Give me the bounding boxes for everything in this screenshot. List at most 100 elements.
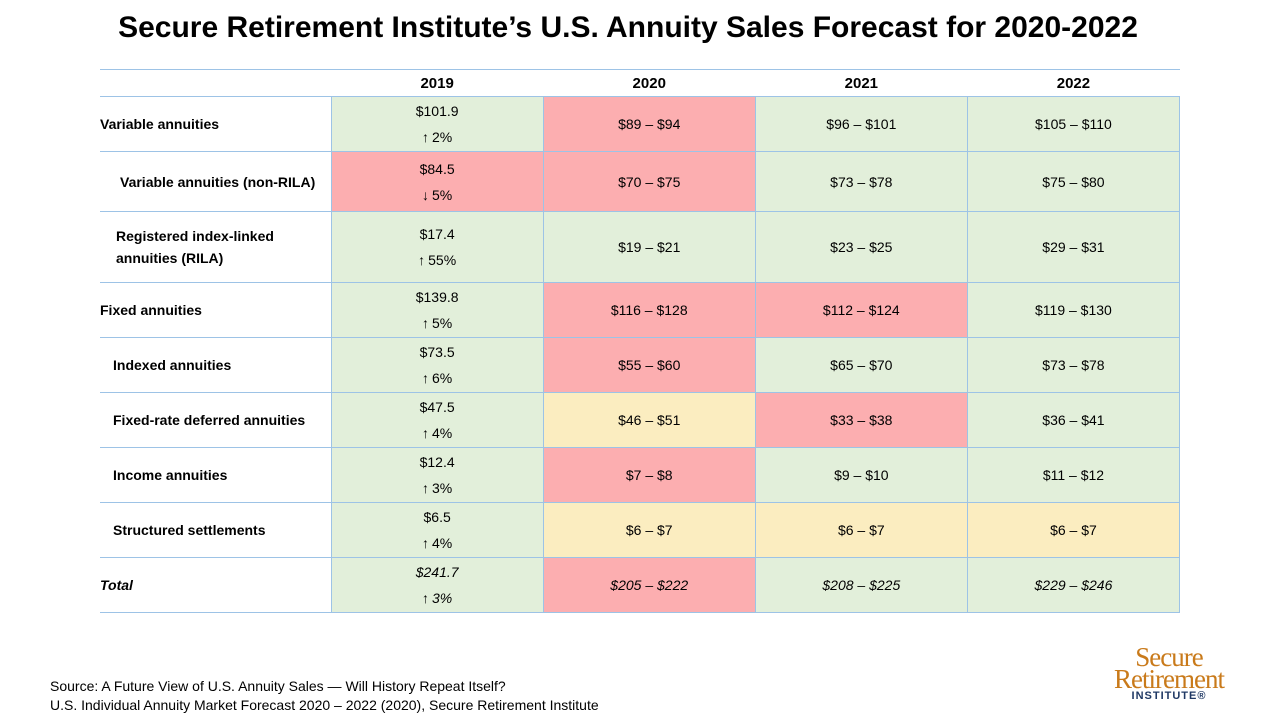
row-label: Total	[100, 557, 332, 613]
cell-2020: $205 – $222	[542, 557, 756, 613]
cell-2022: $229 – $246	[966, 557, 1181, 613]
cell-2021: $23 – $25	[754, 211, 968, 283]
arrow-up-icon: ↑	[422, 590, 430, 606]
table-row: Variable annuities $101.9 ↑ 2% $89 – $94 $96 …	[100, 96, 1181, 152]
cell-2019: $241.7 ↑ 3%	[330, 557, 544, 613]
value-2019: $73.5	[419, 344, 455, 360]
cell-2020: $19 – $21	[542, 211, 756, 283]
cell-2019: $73.5 ↑ 6%	[330, 337, 544, 393]
arrow-up-icon: ↑	[422, 480, 430, 496]
cell-2020: $89 – $94	[542, 96, 756, 152]
table-body: Variable annuities $101.9 ↑ 2% $89 – $94 $96 …	[100, 96, 1181, 613]
logo-line-2: Retirement	[1114, 664, 1225, 694]
cell-2021: $208 – $225	[754, 557, 968, 613]
change-indicator: ↑ 4%	[332, 424, 543, 442]
header-row: 2019 2020 2021 2022	[100, 69, 1180, 97]
value-2019: $17.4	[419, 226, 455, 242]
cell-2020: $70 – $75	[542, 151, 756, 212]
source-note: Source: A Future View of U.S. Annuity Sa…	[50, 677, 599, 715]
change-percent: 4%	[432, 535, 453, 551]
arrow-up-icon: ↑	[422, 535, 430, 551]
cell-2020: $116 – $128	[542, 282, 756, 338]
header-2021: 2021	[755, 69, 968, 97]
row-label: Fixed annuities	[100, 282, 332, 338]
row-label: Structured settlements	[100, 502, 332, 558]
arrow-up-icon: ↑	[422, 315, 430, 331]
logo-line-3: INSTITUTE®	[1131, 690, 1207, 702]
row-label: Fixed-rate deferred annuities	[100, 392, 332, 448]
change-percent: 3%	[432, 590, 453, 606]
table-row: Indexed annuities $73.5 ↑ 6% $55 – $60 $65 – …	[100, 337, 1181, 393]
change-percent: 5%	[432, 186, 453, 203]
cell-2020: $55 – $60	[542, 337, 756, 393]
table-row: Registered index-linked annuities (RILA)…	[100, 211, 1181, 283]
cell-2019: $12.4 ↑ 3%	[330, 447, 544, 503]
row-label: Variable annuities	[100, 96, 332, 152]
arrow-up-icon: ↑	[422, 425, 430, 441]
cell-2019: $17.4 ↑ 55%	[330, 211, 544, 283]
change-percent: 3%	[432, 480, 453, 496]
cell-2021: $96 – $101	[754, 96, 968, 152]
cell-2021: $9 – $10	[754, 447, 968, 503]
logo-line-1: Secure	[1135, 642, 1203, 672]
change-indicator: ↑ 5%	[332, 314, 543, 332]
change-percent: 6%	[432, 370, 453, 386]
value-2019: $241.7	[415, 564, 459, 580]
cell-2021: $65 – $70	[754, 337, 968, 393]
header-2019: 2019	[331, 69, 544, 97]
cell-2021: $112 – $124	[754, 282, 968, 338]
table-row: Fixed annuities $139.8 ↑ 5% $116 – $128 $112 …	[100, 282, 1181, 338]
header-2020: 2020	[543, 69, 756, 97]
change-indicator: ↑ 6%	[332, 369, 543, 387]
cell-2021: $6 – $7	[754, 502, 968, 558]
cell-2022: $119 – $130	[966, 282, 1181, 338]
cell-2019: $84.5 ↓ 5%	[330, 151, 544, 212]
value-2019: $47.5	[419, 399, 455, 415]
change-percent: 5%	[432, 315, 453, 331]
cell-2022: $73 – $78	[966, 337, 1181, 393]
change-indicator: ↑ 4%	[332, 534, 543, 552]
arrow-up-icon: ↑	[422, 129, 430, 145]
cell-2022: $36 – $41	[966, 392, 1181, 448]
change-indicator: ↓ 5%	[332, 186, 543, 204]
value-2019: $84.5	[419, 160, 455, 177]
change-percent: 2%	[432, 129, 453, 145]
header-2022: 2022	[967, 69, 1180, 97]
header-label	[100, 69, 332, 97]
table-row: Fixed-rate deferred annuities $47.5 ↑ 4% $46…	[100, 392, 1181, 448]
cell-2021: $73 – $78	[754, 151, 968, 212]
change-indicator: ↑ 55%	[332, 251, 543, 269]
arrow-down-icon: ↓	[422, 186, 430, 203]
institute-logo: Secure Retirement INSTITUTE®	[1104, 642, 1234, 703]
table-row: Structured settlements $6.5 ↑ 4% $6 – $7 $6 –…	[100, 502, 1181, 558]
cell-2019: $6.5 ↑ 4%	[330, 502, 544, 558]
source-line-2: U.S. Individual Annuity Market Forecast …	[50, 697, 599, 713]
row-label: Income annuities	[100, 447, 332, 503]
value-2019: $139.8	[415, 289, 459, 305]
change-percent: 4%	[432, 425, 453, 441]
arrow-up-icon: ↑	[418, 252, 426, 268]
cell-2022: $75 – $80	[966, 151, 1181, 212]
cell-2019: $101.9 ↑ 2%	[330, 96, 544, 152]
cell-2020: $7 – $8	[542, 447, 756, 503]
cell-2022: $6 – $7	[966, 502, 1181, 558]
cell-2019: $139.8 ↑ 5%	[330, 282, 544, 338]
value-2019: $6.5	[423, 509, 451, 525]
row-label: Indexed annuities	[100, 337, 332, 393]
row-label: Registered index-linked annuities (RILA)	[100, 211, 332, 283]
source-line-1: Source: A Future View of U.S. Annuity Sa…	[50, 678, 506, 694]
cell-2019: $47.5 ↑ 4%	[330, 392, 544, 448]
cell-2021: $33 – $38	[754, 392, 968, 448]
cell-2020: $46 – $51	[542, 392, 756, 448]
arrow-up-icon: ↑	[422, 370, 430, 386]
forecast-table: 2019 2020 2021 2022 Variable annuities $1…	[100, 69, 1181, 613]
change-indicator: ↑ 3%	[332, 479, 543, 497]
cell-2022: $11 – $12	[966, 447, 1181, 503]
value-2019: $12.4	[419, 454, 455, 470]
change-indicator: ↑ 3%	[332, 589, 543, 607]
row-label: Variable annuities (non-RILA)	[100, 151, 332, 212]
cell-2020: $6 – $7	[542, 502, 756, 558]
change-indicator: ↑ 2%	[332, 128, 543, 146]
change-percent: 55%	[428, 252, 457, 268]
cell-2022: $29 – $31	[966, 211, 1181, 283]
